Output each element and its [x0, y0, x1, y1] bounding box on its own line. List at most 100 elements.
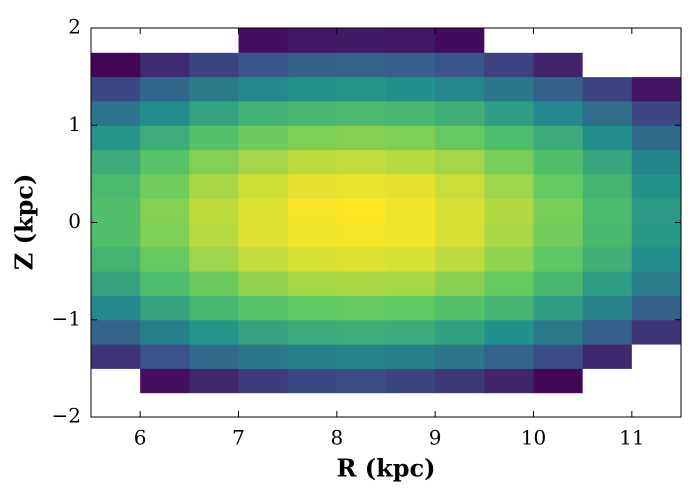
x-tick-label: 6 — [134, 426, 147, 450]
bin — [91, 125, 141, 151]
bin — [484, 198, 534, 223]
bin — [140, 100, 190, 126]
bin — [435, 368, 485, 394]
bin — [287, 222, 338, 248]
bin — [435, 52, 485, 78]
bin — [91, 149, 141, 175]
bin — [582, 100, 633, 126]
bin — [386, 295, 436, 321]
bin — [336, 149, 387, 175]
bin — [386, 271, 436, 296]
bin — [484, 76, 534, 102]
x-tick-label: 8 — [330, 426, 343, 450]
bin — [386, 368, 436, 394]
bin — [533, 125, 584, 151]
bin — [533, 344, 584, 369]
bin — [582, 52, 633, 78]
y-tick-label: −1 — [52, 306, 81, 330]
bin — [189, 295, 239, 321]
bin — [533, 52, 584, 78]
bin — [386, 198, 436, 223]
bin — [238, 28, 289, 53]
bin — [533, 222, 584, 248]
bin — [484, 271, 534, 296]
bin — [91, 222, 141, 248]
y-tick-label: −2 — [52, 404, 81, 428]
bin — [140, 246, 190, 272]
bin — [287, 28, 338, 53]
bin — [238, 392, 289, 418]
bin — [484, 368, 534, 394]
bin — [189, 246, 239, 272]
bin — [140, 368, 190, 394]
bin — [91, 28, 141, 53]
bin — [386, 344, 436, 369]
bin — [484, 149, 534, 175]
bin — [533, 368, 584, 394]
bin — [91, 344, 141, 369]
bin — [238, 344, 289, 369]
bin — [582, 149, 633, 175]
bin — [336, 271, 387, 296]
bin — [287, 319, 338, 345]
bin — [533, 271, 584, 296]
heatmap — [91, 28, 682, 418]
x-tick-label: 11 — [619, 426, 644, 450]
bin — [484, 125, 534, 151]
bin — [91, 319, 141, 345]
bin — [582, 344, 633, 369]
bin — [140, 28, 190, 53]
bin — [287, 295, 338, 321]
bin — [91, 368, 141, 394]
bin — [238, 222, 289, 248]
bin — [189, 52, 239, 78]
bin — [189, 392, 239, 418]
bin — [631, 246, 682, 272]
bin — [582, 76, 633, 102]
bin — [533, 392, 584, 418]
bin — [140, 344, 190, 369]
bin — [189, 222, 239, 248]
bin — [336, 344, 387, 369]
y-axis-label: Z (kpc) — [10, 174, 39, 271]
bin — [189, 173, 239, 199]
bin — [631, 319, 682, 345]
bin — [91, 295, 141, 321]
bin — [189, 319, 239, 345]
bin — [287, 52, 338, 78]
bin — [582, 198, 633, 223]
bin — [582, 368, 633, 394]
bin — [140, 125, 190, 151]
bin — [484, 100, 534, 126]
bin — [287, 173, 338, 199]
bin — [582, 295, 633, 321]
bin — [189, 368, 239, 394]
bin — [140, 295, 190, 321]
bin — [386, 319, 436, 345]
bin — [631, 368, 682, 394]
bin — [91, 392, 141, 418]
bin — [386, 222, 436, 248]
bin — [336, 198, 387, 223]
bin — [435, 149, 485, 175]
bin — [287, 344, 338, 369]
bin — [91, 100, 141, 126]
bin — [287, 246, 338, 272]
bin — [386, 76, 436, 102]
bin — [189, 100, 239, 126]
bin — [238, 100, 289, 126]
bin — [435, 173, 485, 199]
bin — [238, 295, 289, 321]
bin — [582, 392, 633, 418]
bin — [533, 28, 584, 53]
bin — [189, 28, 239, 53]
bin — [386, 149, 436, 175]
bin — [238, 149, 289, 175]
bin — [484, 392, 534, 418]
bin — [435, 76, 485, 102]
bin — [336, 173, 387, 199]
bin — [631, 392, 682, 418]
bin — [189, 271, 239, 296]
bin — [435, 28, 485, 53]
